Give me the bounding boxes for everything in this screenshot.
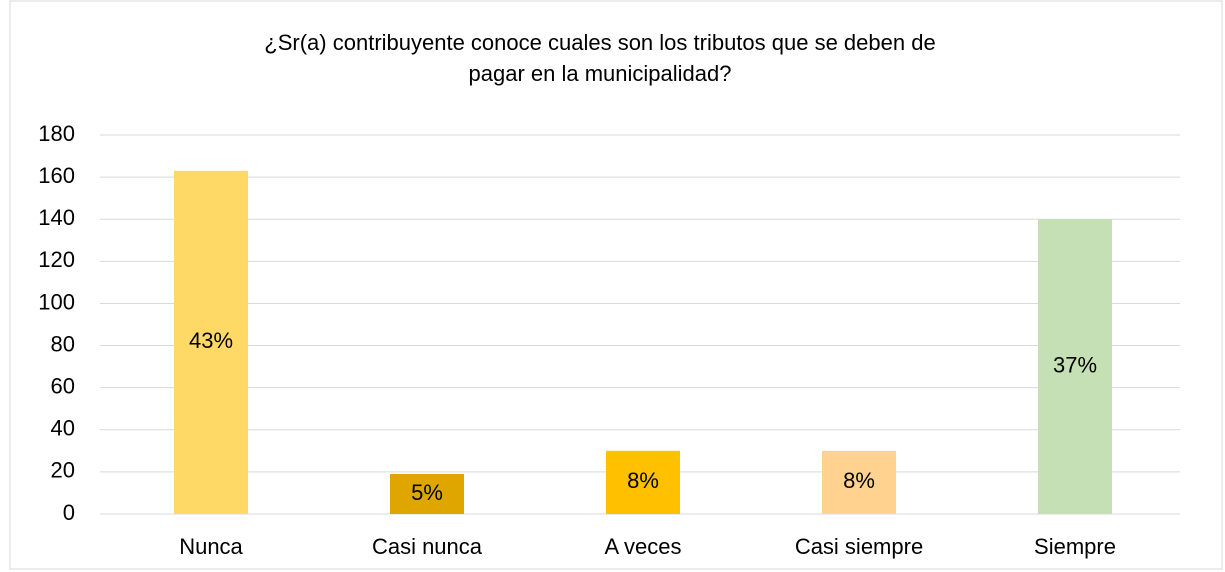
data-label: 5% <box>411 480 443 505</box>
data-label: 43% <box>189 328 233 353</box>
x-tick-label: Casi siempre <box>795 534 923 559</box>
x-tick-label: Siempre <box>1034 534 1116 559</box>
y-tick-label: 120 <box>38 247 75 272</box>
bar <box>1038 219 1112 514</box>
bar <box>390 473 464 514</box>
x-tick-label: Casi nunca <box>372 534 483 559</box>
y-tick-label: 180 <box>38 121 75 146</box>
y-tick-label: 0 <box>63 500 75 525</box>
y-tick-label: 160 <box>38 163 75 188</box>
data-label: 8% <box>627 468 659 493</box>
data-label: 8% <box>843 468 875 493</box>
y-tick-label: 140 <box>38 205 75 230</box>
y-tick-label: 100 <box>38 289 75 314</box>
x-tick-label: A veces <box>604 534 681 559</box>
y-tick-label: 40 <box>51 416 75 441</box>
bar <box>822 450 896 514</box>
chart-title: pagar en la municipalidad? <box>469 61 732 86</box>
x-tick-label: Nunca <box>179 534 243 559</box>
y-tick-label: 60 <box>51 373 75 398</box>
y-tick-label: 20 <box>51 458 75 483</box>
bar <box>174 170 248 515</box>
chart-title: ¿Sr(a) contribuyente conoce cuales son l… <box>264 30 935 55</box>
y-tick-label: 80 <box>51 331 75 356</box>
bar <box>606 450 680 514</box>
data-label: 37% <box>1053 352 1097 377</box>
